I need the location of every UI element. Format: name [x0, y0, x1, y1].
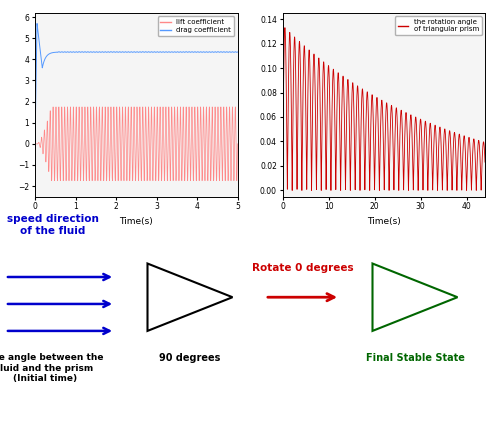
Text: speed direction
of the fluid: speed direction of the fluid: [6, 214, 98, 236]
Legend: the rotation angle
of triangular prism: the rotation angle of triangular prism: [395, 16, 482, 35]
Legend: lift coefficient, drag coefficient: lift coefficient, drag coefficient: [158, 16, 234, 36]
Text: The angle between the
fluid and the prism
(Initial time): The angle between the fluid and the pris…: [0, 353, 104, 383]
Text: Final Stable State: Final Stable State: [366, 353, 464, 363]
Text: Rotate 0 degrees: Rotate 0 degrees: [252, 263, 354, 273]
Text: 90 degrees: 90 degrees: [160, 353, 220, 363]
X-axis label: Time(s): Time(s): [120, 217, 153, 226]
X-axis label: Time(s): Time(s): [367, 217, 400, 226]
